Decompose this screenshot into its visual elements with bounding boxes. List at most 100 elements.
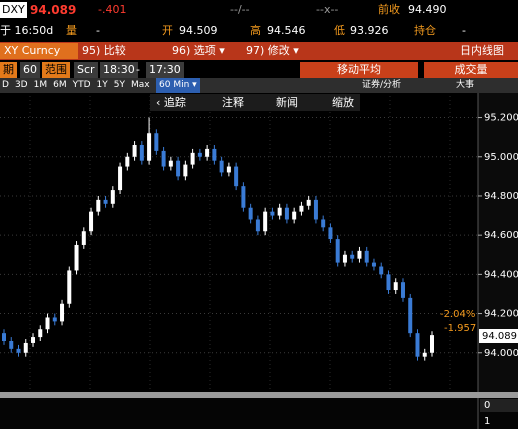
bid-ask: --/-- — [230, 3, 250, 16]
range-tab[interactable]: 1Y — [96, 80, 108, 90]
interval-select[interactable]: 60 Min ▾ — [156, 78, 200, 93]
candle-body — [183, 164, 188, 177]
last-tag — [479, 329, 518, 343]
candle-body — [96, 199, 101, 212]
candle-body — [103, 199, 108, 204]
candle-body — [248, 207, 253, 220]
y-tick-label: 95.200 — [484, 113, 518, 124]
range-tab[interactable]: Max — [131, 80, 150, 90]
candle-body — [23, 342, 28, 353]
compare-button[interactable]: 95) 比较 — [82, 44, 126, 57]
lower-axis-label: 1 — [484, 416, 490, 427]
plot-bg — [0, 93, 518, 393]
period-input[interactable]: 60 — [20, 62, 40, 78]
range-tab[interactable]: 5Y — [113, 80, 125, 90]
chart-type[interactable]: 日内线图 — [460, 44, 504, 57]
candle-body — [284, 207, 289, 220]
high: 94.546 — [267, 24, 306, 37]
candle-body — [45, 317, 50, 330]
candle-body — [132, 145, 137, 157]
lower-tag — [480, 399, 518, 412]
range-tabs: D 3D 1M 6M YTD 1Y 5Y Max — [0, 77, 154, 94]
end-input[interactable]: 17:30 — [146, 62, 184, 78]
candle-body — [118, 166, 123, 191]
range-tab[interactable]: YTD — [72, 80, 91, 90]
start-input[interactable]: 18:30 — [100, 62, 138, 78]
volume: - — [96, 24, 100, 37]
candle-body — [2, 333, 6, 341]
candle-body — [176, 160, 181, 177]
candle-body — [255, 219, 260, 232]
candle-body — [393, 282, 398, 291]
candle-body — [81, 231, 86, 245]
candle-body — [263, 211, 268, 232]
candle-body — [52, 317, 57, 322]
track-button[interactable]: ‹ 追踪 — [156, 96, 186, 109]
candle-body — [321, 219, 326, 228]
range-tab[interactable]: D — [2, 80, 9, 90]
candle-body — [67, 270, 72, 304]
candle-body — [364, 250, 369, 263]
y-tick-label: 94.600 — [484, 230, 518, 241]
candle-body — [313, 199, 318, 220]
candle-body — [386, 274, 391, 291]
candle-body — [350, 254, 355, 259]
candle-body — [197, 152, 202, 157]
y-tick-label: 94.800 — [484, 191, 518, 202]
last-price: 94.089 — [30, 3, 77, 17]
security[interactable]: XY Curncy — [0, 43, 78, 59]
lower-axis-label: 0 — [484, 400, 490, 411]
candle-body — [147, 133, 152, 161]
edit-button[interactable]: 97) 修改 ▾ — [246, 44, 299, 57]
y-tick-label: 94.400 — [484, 269, 518, 280]
candle-body — [205, 148, 210, 157]
candle-body — [328, 227, 333, 240]
candle-body — [154, 133, 159, 151]
volume-toggle[interactable]: 成交量 — [424, 62, 518, 78]
chart-toolbar — [150, 94, 360, 111]
range-tab[interactable]: 6M — [53, 80, 67, 90]
options-button[interactable]: 96) 选项 ▾ — [172, 44, 225, 57]
candle-body — [306, 199, 311, 206]
oi-label: 持仓 — [414, 24, 436, 37]
candle-body — [139, 145, 144, 161]
candle-body — [38, 329, 43, 338]
analysis-button[interactable]: 证券/分析 — [362, 80, 402, 90]
candle-body — [161, 150, 166, 167]
open-label: 开 — [162, 24, 173, 37]
toolbar — [0, 78, 518, 93]
candle-body — [379, 266, 384, 275]
candle-body — [190, 152, 195, 165]
bid-ask-size: --x-- — [316, 3, 339, 16]
open: 94.509 — [179, 24, 218, 37]
range-tab[interactable]: 1M — [33, 80, 48, 90]
moving-avg[interactable]: 移动平均 — [300, 62, 418, 78]
ticker: DXY — [0, 2, 27, 18]
candle-body — [74, 244, 79, 271]
candle-body — [31, 337, 36, 343]
zoom-button[interactable]: 缩放 — [332, 96, 354, 109]
annotate-button[interactable]: 注释 — [222, 96, 244, 109]
news-button[interactable]: 新闻 — [276, 96, 298, 109]
candle-body — [89, 211, 94, 232]
range-tab[interactable]: 3D — [14, 80, 28, 90]
candle-body — [16, 348, 21, 353]
high-label: 高 — [250, 24, 261, 37]
candle-body — [277, 207, 282, 216]
oi: - — [462, 24, 466, 37]
candle-body — [422, 352, 427, 357]
candle-body — [270, 211, 275, 216]
y-tick-label: 95.000 — [484, 152, 518, 163]
candle-body — [335, 239, 340, 263]
chg-annotation: -1.957 — [444, 323, 476, 334]
range-dash: - — [136, 63, 140, 76]
net-change: -.401 — [98, 3, 127, 16]
candle-body — [357, 250, 362, 259]
events-button[interactable]: 大事 — [456, 80, 475, 90]
candle-body — [125, 156, 130, 167]
candle-body — [226, 166, 231, 173]
scr-input[interactable]: Scr — [74, 62, 98, 78]
candle-body — [408, 297, 413, 334]
